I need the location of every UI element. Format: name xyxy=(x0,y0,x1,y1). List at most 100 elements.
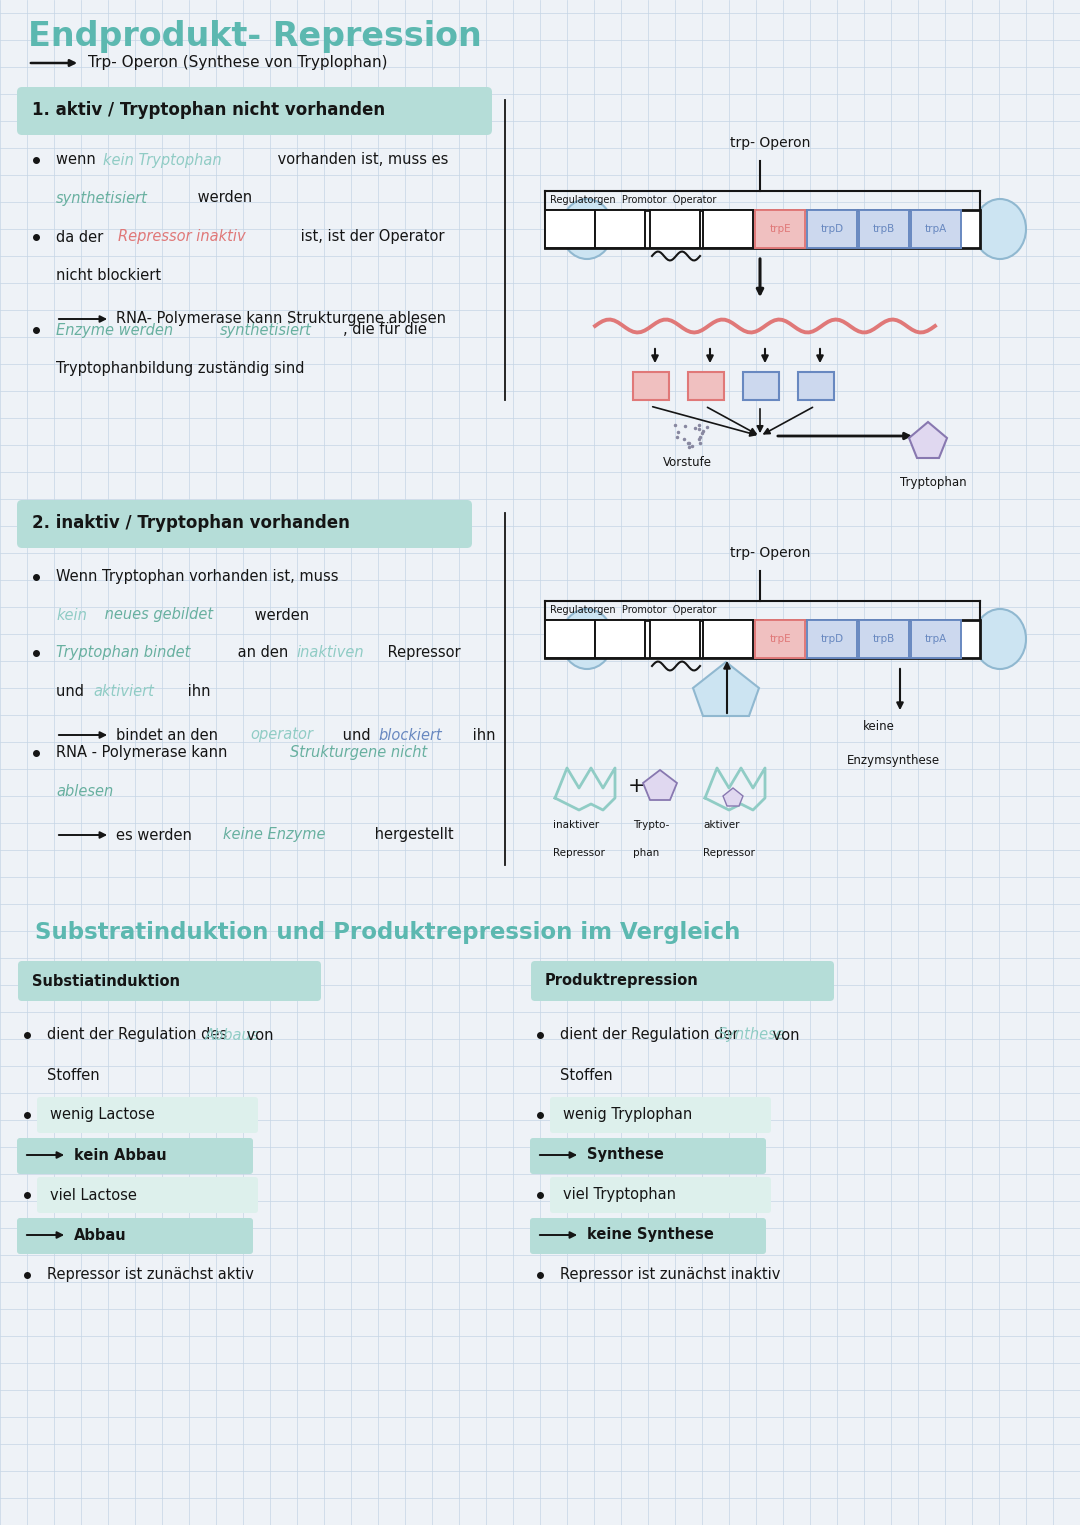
Text: Enzyme werden: Enzyme werden xyxy=(56,322,178,337)
Text: synthetisiert: synthetisiert xyxy=(220,322,312,337)
Bar xyxy=(633,372,669,400)
Text: trpB: trpB xyxy=(873,224,895,233)
Text: Repressor: Repressor xyxy=(703,848,755,859)
Text: trp- Operon: trp- Operon xyxy=(730,136,810,149)
Text: trpD: trpD xyxy=(821,224,843,233)
Bar xyxy=(595,210,645,249)
Text: keine: keine xyxy=(863,720,895,734)
FancyBboxPatch shape xyxy=(37,1177,258,1212)
Text: aktiver: aktiver xyxy=(703,820,740,830)
Text: bindet an den: bindet an den xyxy=(116,727,222,743)
Text: trpE: trpE xyxy=(769,634,791,644)
Bar xyxy=(545,210,595,249)
Text: keine Enzyme: keine Enzyme xyxy=(222,828,325,842)
Bar xyxy=(688,372,724,400)
Text: Abbaus: Abbaus xyxy=(204,1028,259,1043)
Text: trpE: trpE xyxy=(769,224,791,233)
Text: Substratinduktion und Produktrepression im Vergleich: Substratinduktion und Produktrepression … xyxy=(35,921,741,944)
Text: ihn: ihn xyxy=(183,683,211,698)
Polygon shape xyxy=(643,770,677,801)
Text: Stoffen: Stoffen xyxy=(48,1068,99,1083)
Bar xyxy=(650,621,700,657)
Text: wenn: wenn xyxy=(56,152,100,168)
Text: phan: phan xyxy=(633,848,659,859)
Text: viel Tryptophan: viel Tryptophan xyxy=(563,1188,676,1203)
Text: operator: operator xyxy=(249,727,313,743)
Bar xyxy=(595,621,645,657)
Text: Stoffen: Stoffen xyxy=(561,1068,612,1083)
Text: wenig Tryplophan: wenig Tryplophan xyxy=(563,1107,692,1122)
Text: Substiatinduktion: Substiatinduktion xyxy=(32,973,180,988)
Text: inaktiven: inaktiven xyxy=(296,645,364,660)
Bar xyxy=(807,621,858,657)
Text: trpB: trpB xyxy=(873,634,895,644)
Text: 2. inaktiv / Tryptophan vorhanden: 2. inaktiv / Tryptophan vorhanden xyxy=(32,514,350,532)
Text: werden: werden xyxy=(249,607,309,622)
Text: dient der Regulation der: dient der Regulation der xyxy=(561,1028,743,1043)
Text: kein: kein xyxy=(56,607,86,622)
Text: Vorstufe: Vorstufe xyxy=(663,456,712,470)
Bar xyxy=(650,210,700,249)
Bar xyxy=(807,210,858,249)
Text: Repressor: Repressor xyxy=(553,848,605,859)
Text: da der: da der xyxy=(56,229,108,244)
Polygon shape xyxy=(693,662,759,717)
FancyBboxPatch shape xyxy=(17,1218,253,1254)
Polygon shape xyxy=(909,422,947,457)
Text: Repressor inaktiv: Repressor inaktiv xyxy=(118,229,245,244)
Text: neues gebildet: neues gebildet xyxy=(100,607,213,622)
Polygon shape xyxy=(723,788,743,807)
Text: von: von xyxy=(242,1028,274,1043)
Text: RNA - Polymerase kann: RNA - Polymerase kann xyxy=(56,746,232,761)
Text: Trp- Operon (Synthese von Tryplophan): Trp- Operon (Synthese von Tryplophan) xyxy=(87,55,388,70)
Text: Regulatorgen  Promotor  Operator: Regulatorgen Promotor Operator xyxy=(550,605,716,615)
Ellipse shape xyxy=(974,198,1026,259)
FancyBboxPatch shape xyxy=(17,500,472,547)
Text: werden: werden xyxy=(193,191,252,206)
Text: von: von xyxy=(768,1028,799,1043)
FancyBboxPatch shape xyxy=(17,1138,253,1174)
Bar xyxy=(545,621,980,657)
Bar xyxy=(545,210,980,249)
Bar xyxy=(545,621,595,657)
Text: 1. aktiv / Tryptophan nicht vorhanden: 1. aktiv / Tryptophan nicht vorhanden xyxy=(32,101,386,119)
Bar xyxy=(755,210,805,249)
Text: ist, ist der Operator: ist, ist der Operator xyxy=(296,229,445,244)
Bar xyxy=(859,210,909,249)
Text: kein Tryptophan: kein Tryptophan xyxy=(103,152,221,168)
Bar xyxy=(859,621,909,657)
Text: synthetisiert: synthetisiert xyxy=(56,191,148,206)
Text: Synthese: Synthese xyxy=(588,1147,664,1162)
Text: kein Abbau: kein Abbau xyxy=(75,1147,166,1162)
Text: Wenn Tryptophan vorhanden ist, muss: Wenn Tryptophan vorhanden ist, muss xyxy=(56,569,343,584)
Text: Abbau: Abbau xyxy=(75,1228,126,1243)
Text: es werden: es werden xyxy=(116,828,197,842)
Text: Synthese: Synthese xyxy=(717,1028,785,1043)
Bar xyxy=(703,210,753,249)
Text: dient der Regulation des: dient der Regulation des xyxy=(48,1028,232,1043)
Text: und: und xyxy=(56,683,89,698)
FancyBboxPatch shape xyxy=(550,1096,771,1133)
Bar xyxy=(912,621,961,657)
Text: RNA- Polymerase kann Strukturgene ablesen: RNA- Polymerase kann Strukturgene ablese… xyxy=(116,311,446,326)
FancyBboxPatch shape xyxy=(550,1177,771,1212)
Text: trp- Operon: trp- Operon xyxy=(730,546,810,560)
Text: aktiviert: aktiviert xyxy=(93,683,153,698)
Text: inaktiver: inaktiver xyxy=(553,820,599,830)
Text: trpD: trpD xyxy=(821,634,843,644)
FancyBboxPatch shape xyxy=(531,961,834,1000)
Text: Repressor ist zunächst inaktiv: Repressor ist zunächst inaktiv xyxy=(561,1267,781,1283)
Text: ablesen: ablesen xyxy=(56,784,113,799)
Text: Strukturgene nicht: Strukturgene nicht xyxy=(291,746,428,761)
Text: viel Lactose: viel Lactose xyxy=(50,1188,137,1203)
Bar xyxy=(912,210,961,249)
FancyBboxPatch shape xyxy=(17,87,492,136)
Bar xyxy=(755,621,805,657)
Text: blockiert: blockiert xyxy=(378,727,442,743)
Text: Endprodukt- Repression: Endprodukt- Repression xyxy=(28,20,482,53)
Text: und: und xyxy=(338,727,375,743)
Text: vorhanden ist, muss es: vorhanden ist, muss es xyxy=(273,152,448,168)
Text: nicht blockiert: nicht blockiert xyxy=(56,267,161,282)
FancyBboxPatch shape xyxy=(37,1096,258,1133)
Text: trpA: trpA xyxy=(924,224,947,233)
